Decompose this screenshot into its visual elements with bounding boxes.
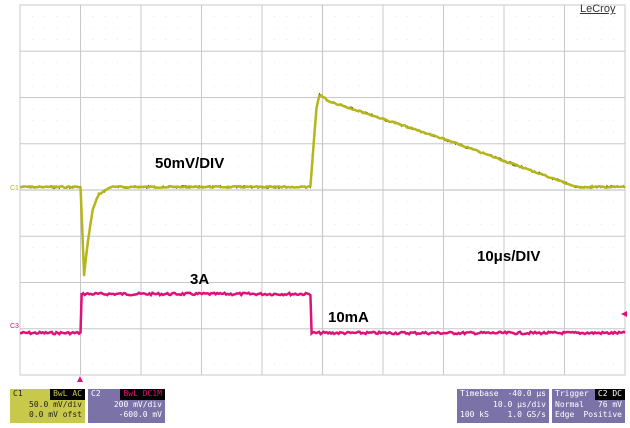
annotation-time-scale: 10μs/DIV [477,248,541,265]
timebase-label: Timebase [460,389,499,398]
trigger-level-arrow[interactable] [621,311,627,317]
timebase-rate: 1.0 GS/s [507,410,546,419]
annotation-high-current: 3A [190,271,210,288]
trigger-type: Edge [555,410,575,419]
c1-ground-marker: C1 [10,185,19,192]
timebase-samples: 100 kS [460,410,489,419]
trigger-label: Trigger [555,389,589,398]
brand-logo: LeCroy [580,3,616,15]
c2-scale: 200 mV/div [113,400,162,409]
timebase-delay: -40.0 μs [507,389,546,398]
c2-info-label: C2 [91,389,101,398]
timebase-info-box[interactable]: Timebase -40.0 μs 10.0 μs/div 100 kS 1.0… [457,389,549,423]
c2-info-tag: BwL DC1M [120,389,165,400]
trigger-tag: C2 DC [594,389,625,400]
timebase-per-div: 10.0 μs/div [493,400,546,409]
c3-ground-marker: C3 [10,323,19,330]
channel-markers: C1 C3 [10,185,627,382]
c1-scale: 50.0 mV/div [29,400,82,409]
trigger-mode: Normal [555,400,584,409]
c2-info-box[interactable]: C2 BwL DC1M 200 mV/div -600.0 mV [88,389,165,423]
trigger-position-arrow[interactable] [77,376,83,382]
c1-info-label: C1 [13,389,23,398]
c1-offset: 0.0 mV ofst [29,410,82,419]
c1-trace [19,93,626,276]
trigger-info-box[interactable]: Trigger C2 DC Normal 76 mV Edge Positive [552,389,625,423]
trigger-level: 76 mV [597,400,622,409]
traces [19,93,626,337]
c1-info-box[interactable]: C1 BwL AC 50.0 mV/div 0.0 mV ofst [10,389,85,423]
c2-offset: -600.0 mV [118,410,162,419]
graticule [19,4,626,376]
annotation-vertical-scale: 50mV/DIV [155,155,225,172]
annotation-low-current: 10mA [328,309,369,326]
trigger-slope: Positive [583,410,622,419]
c3-trace [19,291,626,337]
c1-info-tag: BwL AC [50,389,85,400]
